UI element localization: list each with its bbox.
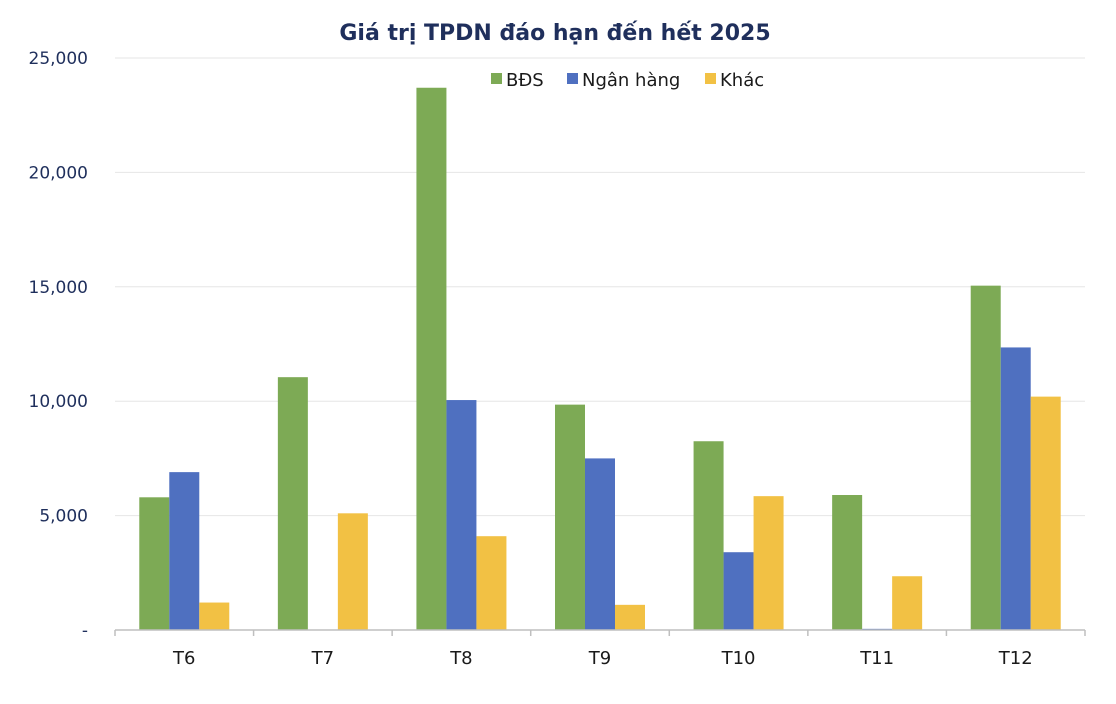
y-tick-label: 25,000 — [29, 49, 88, 69]
bar-ng-n-h-ng-t8 — [446, 400, 477, 630]
y-tick-label: - — [82, 621, 88, 641]
x-tick-label: T9 — [588, 648, 611, 669]
y-tick-label: 15,000 — [29, 278, 88, 298]
x-tick-label: T8 — [449, 648, 472, 669]
bar-kh-c-t12 — [1030, 396, 1061, 630]
legend-swatch — [567, 73, 578, 84]
legend-swatch — [705, 73, 716, 84]
x-axis-ticks: T6 T7 T8 T9 T10 T11 T12 — [172, 648, 1033, 669]
legend-item: Khác — [705, 70, 764, 91]
x-tick-label: T7 — [311, 648, 334, 669]
legend-item: BĐS — [491, 70, 544, 91]
y-tick-label: 20,000 — [29, 163, 88, 183]
legend-item: Ngân hàng — [567, 70, 680, 91]
gridlines — [115, 57, 1085, 517]
bar-kh-c-t7 — [337, 513, 368, 630]
bar-b-s-t7 — [277, 377, 308, 630]
x-tick-label: T11 — [859, 648, 894, 669]
bar-ng-n-h-ng-t6 — [169, 472, 200, 630]
legend: BĐS Ngân hàng Khác — [491, 70, 764, 91]
y-tick-label: 10,000 — [29, 392, 88, 412]
bar-b-s-t12 — [970, 285, 1001, 630]
x-tick-label: T6 — [172, 648, 195, 669]
bar-kh-c-t9 — [615, 604, 645, 630]
bar-ng-n-h-ng-t12 — [1000, 347, 1031, 630]
bar-kh-c-t11 — [892, 576, 923, 630]
x-tick-label: T10 — [721, 648, 756, 669]
bar-b-s-t11 — [832, 495, 863, 630]
bar-ng-n-h-ng-t9 — [585, 458, 615, 630]
bar-kh-c-t10 — [753, 496, 784, 630]
legend-label: Ngân hàng — [582, 70, 680, 91]
bars — [139, 87, 1061, 630]
y-tick-label: 5,000 — [39, 507, 88, 527]
y-axis-ticks: - 5,000 10,000 15,000 20,000 25,000 — [29, 49, 88, 641]
bar-ng-n-h-ng-t10 — [723, 552, 754, 630]
bar-b-s-t9 — [555, 404, 585, 630]
bar-b-s-t10 — [693, 441, 724, 630]
bar-b-s-t8 — [416, 87, 447, 630]
bar-b-s-t6 — [139, 497, 170, 630]
x-axis — [114, 629, 1086, 636]
bar-kh-c-t8 — [476, 536, 507, 630]
bar-kh-c-t6 — [199, 602, 230, 630]
legend-swatch — [491, 73, 502, 84]
x-tick-label: T12 — [998, 648, 1033, 669]
legend-label: BĐS — [506, 70, 544, 91]
legend-label: Khác — [720, 70, 764, 91]
chart-title: Giá trị TPDN đáo hạn đến hết 2025 — [339, 21, 770, 46]
